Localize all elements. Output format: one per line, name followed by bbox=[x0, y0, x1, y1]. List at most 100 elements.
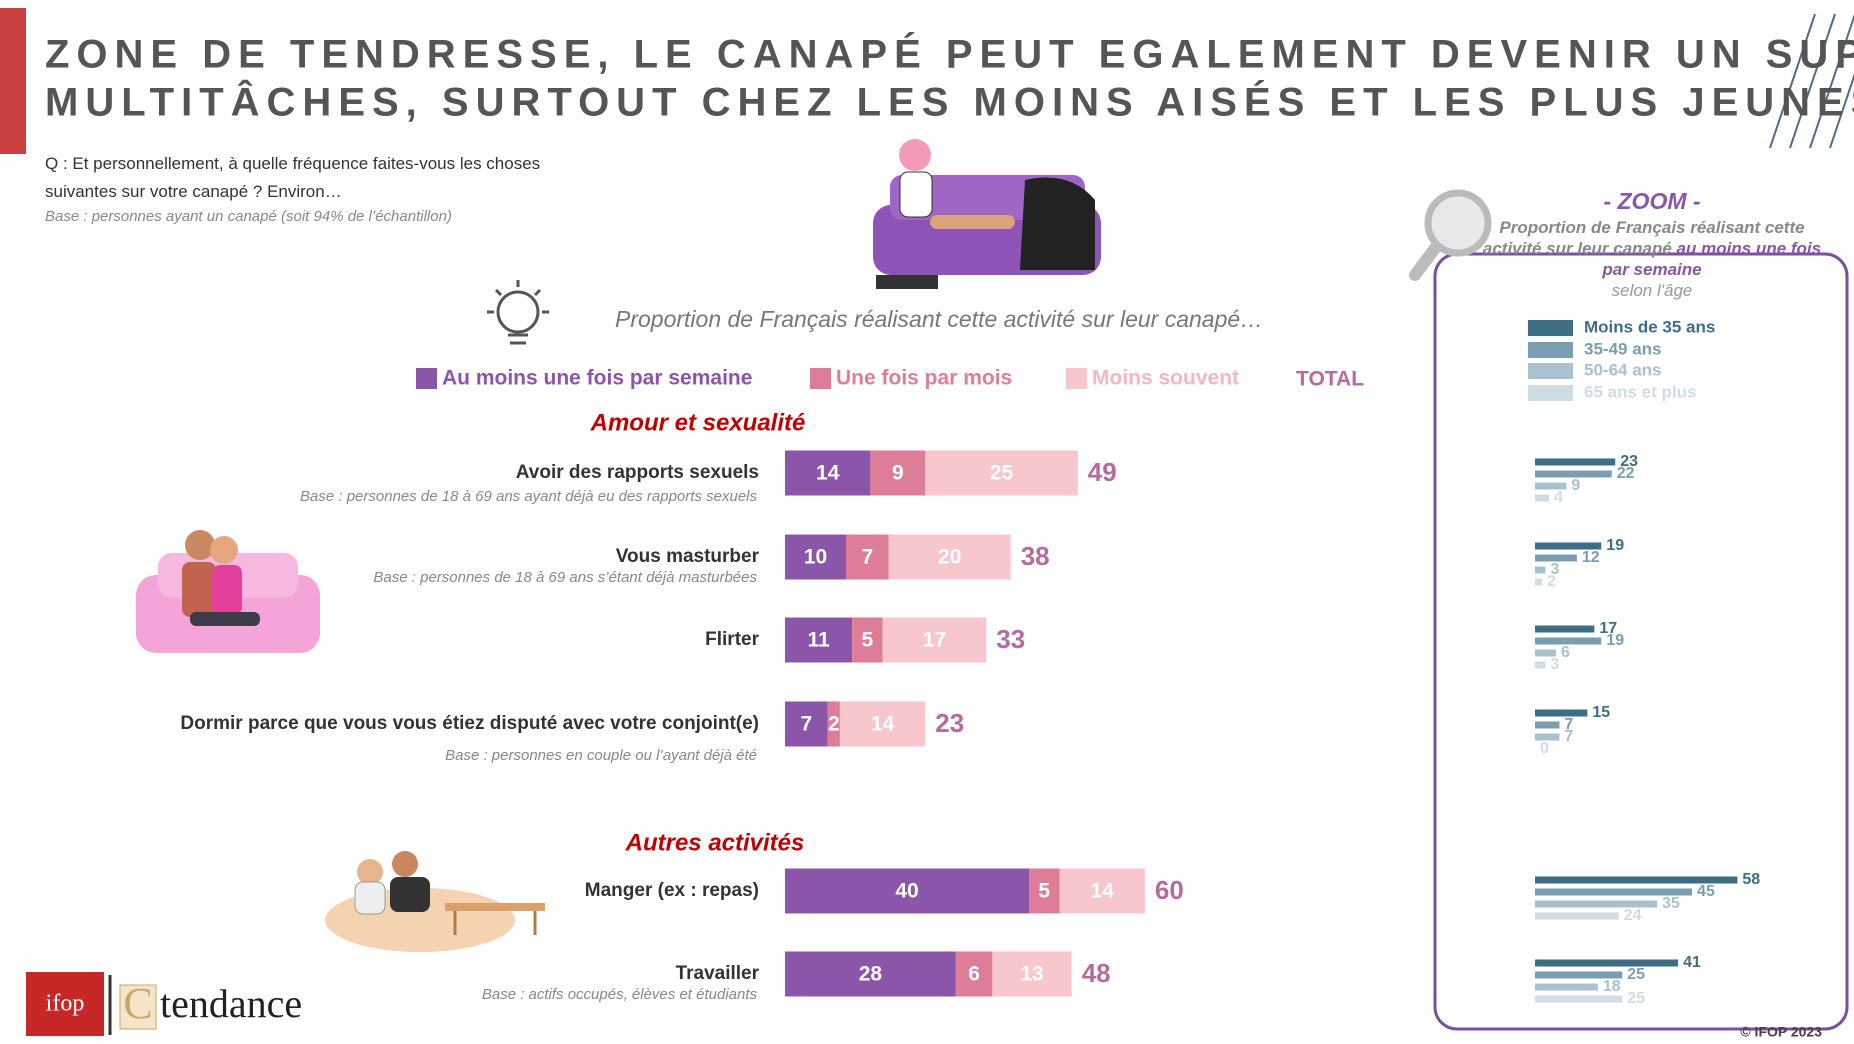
group-label: Amour et sexualité bbox=[590, 409, 806, 436]
total-label: 48 bbox=[1082, 958, 1111, 988]
value-label: 9 bbox=[892, 462, 904, 485]
base-note: Base : personnes en couple ou l’ayant dé… bbox=[445, 747, 757, 764]
value-label: 4 bbox=[1554, 489, 1563, 506]
zoom-panel bbox=[1433, 252, 1849, 1031]
bar bbox=[1535, 458, 1616, 466]
bar bbox=[1535, 482, 1567, 490]
bar bbox=[1535, 912, 1619, 920]
value-label: 2 bbox=[828, 713, 840, 736]
total-label: 23 bbox=[935, 708, 964, 738]
bar bbox=[1535, 554, 1577, 562]
value-label: 18 bbox=[1603, 978, 1621, 995]
legend-label: Moins souvent bbox=[1092, 367, 1239, 390]
bar bbox=[1535, 578, 1542, 586]
question: Q : Et personnellement, à quelle fréquen… bbox=[45, 154, 541, 201]
zoom-description: Proportion de Français réalisant cette a… bbox=[1477, 217, 1827, 301]
bar-segment bbox=[827, 701, 840, 747]
value-label: 7 bbox=[862, 546, 874, 569]
value-label: 58 bbox=[1742, 871, 1760, 888]
accent-bar bbox=[0, 8, 26, 154]
legend-total: TOTAL bbox=[1296, 368, 1364, 391]
value-label: 15 bbox=[1592, 704, 1610, 721]
bar-segment bbox=[1029, 868, 1060, 914]
value-label: 20 bbox=[938, 546, 961, 569]
zoom-desc-end: selon l'âge bbox=[1611, 281, 1693, 300]
bar-segment bbox=[888, 534, 1011, 580]
bar-segment bbox=[882, 617, 987, 663]
bar bbox=[1535, 649, 1556, 657]
zoom-title: - ZOOM - bbox=[1603, 188, 1700, 214]
subtitle: Proportion de Français réalisant cette a… bbox=[615, 306, 1263, 332]
illustration-sofa bbox=[873, 139, 1101, 289]
bar-segment bbox=[846, 534, 889, 580]
illustration-couple bbox=[136, 530, 320, 653]
decoration-lines bbox=[1769, 13, 1854, 149]
bar bbox=[1535, 900, 1658, 908]
bar bbox=[1535, 876, 1738, 884]
value-label: 14 bbox=[816, 462, 840, 485]
value-label: 12 bbox=[1582, 549, 1600, 566]
legend-label: Moins de 35 ans bbox=[1584, 317, 1715, 336]
bar bbox=[1535, 494, 1549, 502]
legend-swatch bbox=[1528, 385, 1573, 401]
group-label: Autres activités bbox=[625, 829, 805, 856]
lightbulb-icon bbox=[487, 280, 549, 345]
bar bbox=[1535, 661, 1546, 669]
value-label: 24 bbox=[1624, 907, 1642, 924]
value-label: 35 bbox=[1662, 895, 1680, 912]
value-label: 19 bbox=[1606, 537, 1624, 554]
value-label: 9 bbox=[1571, 477, 1580, 494]
legend-swatch bbox=[1066, 368, 1087, 389]
bar bbox=[1535, 733, 1560, 741]
bar bbox=[1535, 709, 1588, 717]
legend-swatch bbox=[1528, 342, 1573, 358]
bar-segment bbox=[1059, 868, 1145, 914]
total-label: 60 bbox=[1155, 875, 1184, 905]
bar-segment bbox=[925, 450, 1078, 496]
bar-segment bbox=[785, 534, 846, 580]
base-note: Base : actifs occupés, élèves et étudian… bbox=[482, 986, 758, 1003]
bar bbox=[1535, 995, 1623, 1003]
value-label: 22 bbox=[1617, 465, 1635, 482]
bar bbox=[1535, 637, 1602, 645]
value-label: 25 bbox=[1627, 990, 1645, 1007]
bar-segment bbox=[785, 868, 1029, 914]
value-label: 17 bbox=[1599, 620, 1617, 637]
title-line: MULTITÂCHES, SURTOUT CHEZ LES MOINS AISÉ… bbox=[45, 79, 1854, 125]
logo-c-box bbox=[119, 984, 157, 1030]
bar bbox=[1535, 959, 1679, 967]
bar-segment bbox=[839, 701, 926, 747]
bar bbox=[1535, 566, 1546, 574]
magnifier-icon bbox=[1409, 189, 1492, 281]
bar bbox=[1535, 888, 1693, 896]
category-label: Vous masturber bbox=[616, 546, 760, 567]
base-note: Base : personnes de 18 à 69 ans ayant dé… bbox=[300, 488, 757, 505]
bar-segment bbox=[870, 450, 926, 496]
bar-segment bbox=[785, 450, 871, 496]
legend-label: Au moins une fois par semaine bbox=[442, 367, 752, 390]
value-label: 25 bbox=[990, 462, 1014, 485]
value-label: 6 bbox=[968, 963, 980, 986]
title-line: ZONE DE TENDRESSE, LE CANAPÉ PEUT EGALEM… bbox=[45, 32, 1854, 77]
bar-segment bbox=[955, 951, 993, 997]
bar-segment bbox=[785, 701, 828, 747]
legend-swatch bbox=[1528, 320, 1573, 336]
value-label: 3 bbox=[1550, 656, 1559, 673]
copyright: © IFOP 2023 bbox=[1740, 1024, 1822, 1040]
value-label: 7 bbox=[801, 713, 813, 736]
logo-c: C bbox=[123, 979, 152, 1028]
illustration-meal bbox=[325, 851, 545, 952]
value-label: 7 bbox=[1564, 728, 1573, 745]
value-label: 19 bbox=[1606, 632, 1624, 649]
legend-label: 65 ans et plus bbox=[1584, 382, 1696, 401]
value-label: 2 bbox=[1547, 573, 1556, 590]
category-label: Avoir des rapports sexuels bbox=[516, 462, 759, 483]
value-label: 28 bbox=[859, 963, 883, 986]
category-label: Dormir parce que vous vous étiez disputé… bbox=[180, 713, 759, 734]
value-label: 0 bbox=[1540, 740, 1549, 757]
base-note: Base : personnes ayant un canapé (soit 9… bbox=[45, 208, 452, 225]
bar-segment bbox=[852, 617, 883, 663]
total-label: 49 bbox=[1088, 457, 1117, 487]
legend-label: 35-49 ans bbox=[1584, 339, 1662, 358]
